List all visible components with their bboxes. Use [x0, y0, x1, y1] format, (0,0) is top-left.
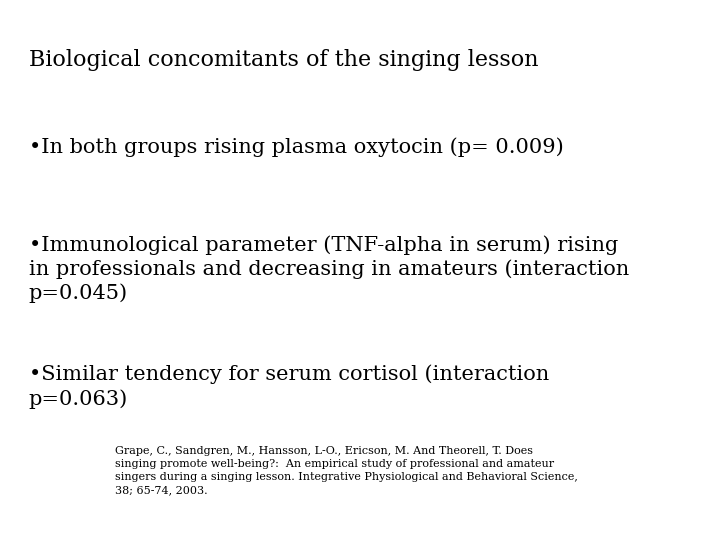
Text: •In both groups rising plasma oxytocin (p= 0.009): •In both groups rising plasma oxytocin (…: [29, 138, 564, 157]
Text: Grape, C., Sandgren, M., Hansson, L-O., Ericson, M. And Theorell, T. Does
singin: Grape, C., Sandgren, M., Hansson, L-O., …: [115, 446, 578, 495]
Text: •Similar tendency for serum cortisol (interaction
p=0.063): •Similar tendency for serum cortisol (in…: [29, 364, 549, 409]
Text: Biological concomitants of the singing lesson: Biological concomitants of the singing l…: [29, 49, 539, 71]
Text: •Immunological parameter (TNF-alpha in serum) rising
in professionals and decrea: •Immunological parameter (TNF-alpha in s…: [29, 235, 629, 303]
